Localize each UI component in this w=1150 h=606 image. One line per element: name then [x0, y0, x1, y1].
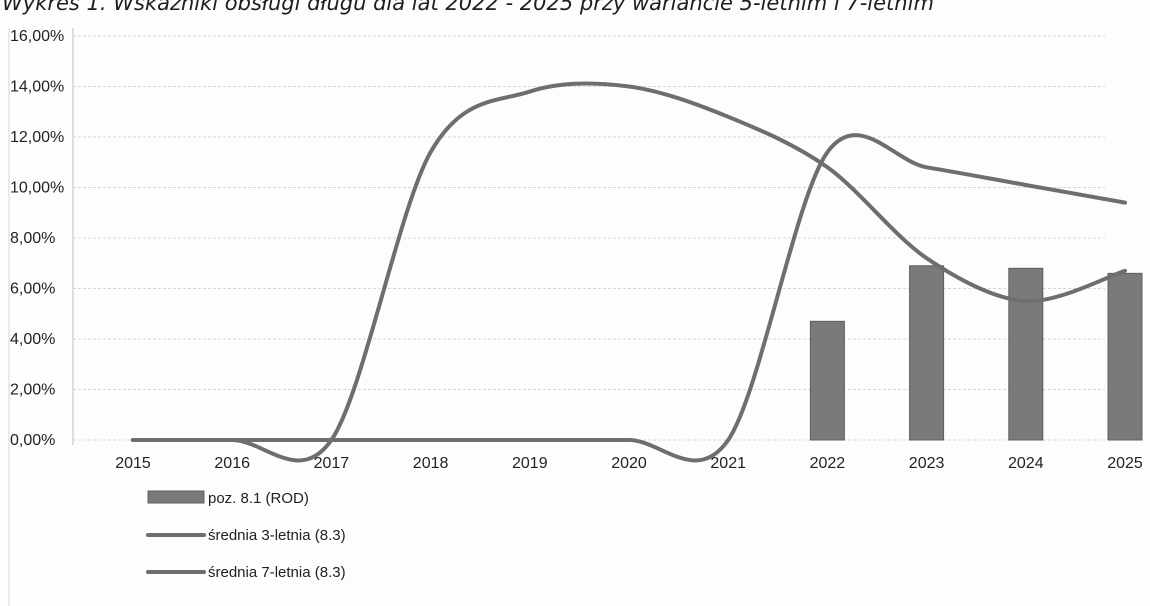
series-line-2 [131, 133, 1127, 463]
x-tick-label: 2021 [710, 455, 746, 472]
y-tick-label: 16,00% [10, 28, 64, 45]
chart-title: Wykres 1. Wskaźniki obsługi długu dla la… [2, 0, 934, 15]
y-tick-label: 4,00% [10, 331, 55, 348]
x-tick-label: 2025 [1107, 455, 1143, 472]
series-line-1 [131, 81, 1127, 463]
x-tick-label: 2020 [611, 455, 647, 472]
y-tick-label: 6,00% [10, 281, 55, 298]
bar-series [809, 265, 1143, 441]
y-tick-label: 0,00% [10, 432, 55, 449]
y-tick-label: 8,00% [10, 230, 55, 247]
bar [1008, 267, 1044, 441]
legend: poz. 8.1 (ROD) średnia 3-letnia (8.3) śred… [146, 490, 346, 581]
line-series [131, 81, 1127, 463]
legend-label: poz. 8.1 (ROD) [208, 490, 309, 507]
x-tick-label: 2015 [115, 455, 151, 472]
y-tick-label: 2,00% [10, 382, 55, 399]
bar [909, 265, 945, 441]
y-tick-label: 12,00% [10, 129, 64, 146]
y-tick-label: 10,00% [10, 180, 64, 197]
x-tick-label: 2017 [314, 455, 350, 472]
x-tick-label: 2018 [413, 455, 449, 472]
bar [1107, 272, 1143, 441]
legend-label: średnia 3-letnia (8.3) [208, 527, 346, 544]
y-tick-label: 14,00% [10, 79, 64, 96]
x-tick-label: 2016 [214, 455, 250, 472]
legend-swatch [147, 490, 205, 504]
y-tick-labels: 0,00% 2,00% 4,00% 6,00% 8,00% 10,00% 12,00% 14,… [10, 28, 64, 449]
grid-lines [73, 35, 1105, 441]
bar [809, 320, 845, 441]
x-tick-labels: 2015 2016 2017 2018 2019 2020 2021 2022 2023 2024… [115, 455, 1143, 472]
legend-label: średnia 7-letnia (8.3) [208, 564, 346, 581]
x-tick-label: 2022 [810, 455, 846, 472]
x-tick-label: 2019 [512, 455, 548, 472]
x-tick-label: 2024 [1008, 455, 1044, 472]
x-tick-label: 2023 [909, 455, 945, 472]
